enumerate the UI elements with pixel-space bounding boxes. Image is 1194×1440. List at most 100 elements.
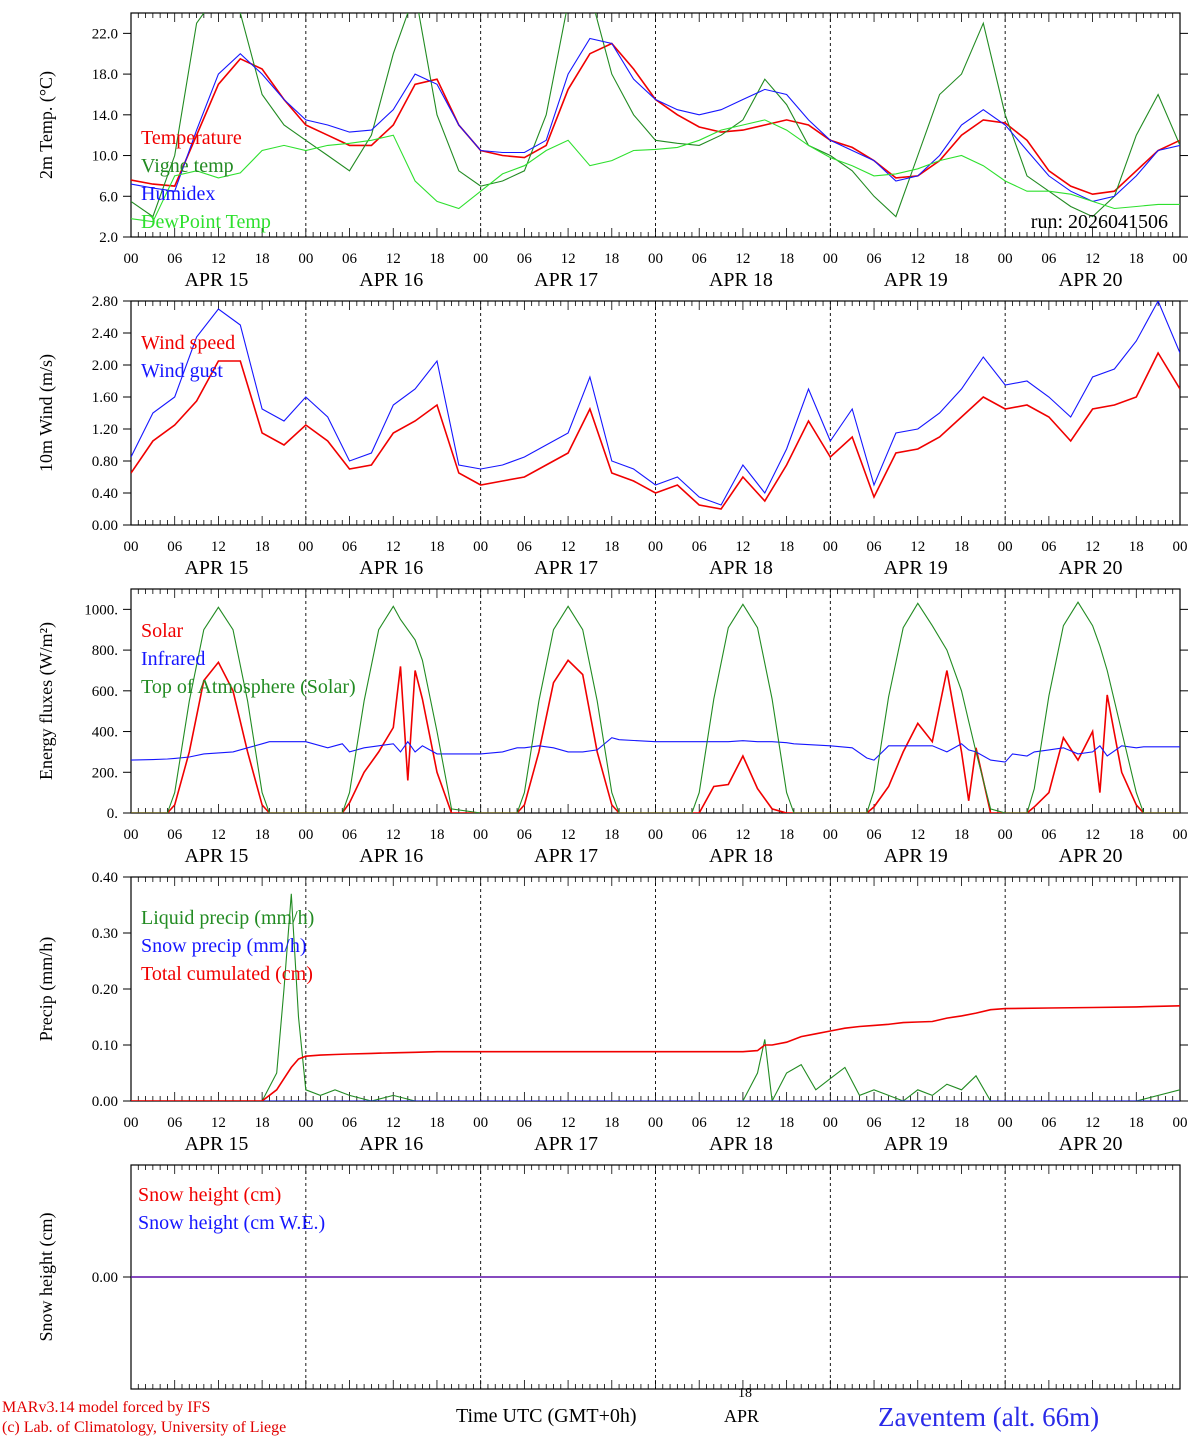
y-axis-label: Energy fluxes (W/m²): [36, 622, 57, 780]
x-tick-label: 12: [1085, 1115, 1100, 1131]
x-tick-label: 18: [604, 539, 619, 555]
plot-frame: [130, 588, 1181, 814]
series-line-humidex: [131, 37, 1180, 202]
x-tick-label: 12: [1085, 251, 1100, 267]
x-tick-label: 06: [342, 1115, 358, 1131]
x-tick-label: 18: [255, 1115, 270, 1131]
x-tick-label: 12: [735, 539, 750, 555]
x-tick-label: 12: [561, 539, 576, 555]
x-tick-label: 18: [429, 539, 444, 555]
y-tick-label: 2.0: [99, 230, 118, 246]
legend-entry: Solar: [141, 620, 184, 642]
x-tick-label: 18: [255, 251, 270, 267]
x-tick-label: 00: [648, 827, 663, 843]
x-tick-label: 18: [779, 539, 794, 555]
y-tick-label: 0.80: [92, 454, 118, 470]
day-label: APR 15: [184, 845, 248, 867]
y-tick-label: 600.: [92, 684, 118, 700]
x-tick-label: 12: [211, 1115, 226, 1131]
x-tick-label: 00: [473, 1115, 488, 1131]
x-tick-label: 18: [604, 1115, 619, 1131]
y-tick-label: 18.0: [92, 67, 118, 83]
y-tick-label: 200.: [92, 765, 118, 781]
x-tick-label: 12: [1085, 827, 1100, 843]
y-tick-label: 2.00: [92, 358, 118, 374]
x-tick-label: 06: [167, 251, 183, 267]
y-axis-label: Snow height (cm): [36, 1213, 57, 1342]
x-tick-label: 12: [561, 251, 576, 267]
day-label: APR 18: [709, 1133, 773, 1155]
day-label: APR 18: [709, 557, 773, 579]
y-tick-label: 10.0: [92, 149, 118, 165]
y-tick-label: 6.0: [99, 189, 118, 205]
x-tick-label: 06: [692, 251, 708, 267]
day-label: APR 20: [1059, 557, 1123, 579]
x-tick-label: 18: [1129, 1115, 1144, 1131]
day-label: APR 20: [1059, 1133, 1123, 1155]
x-tick-label: 12: [735, 827, 750, 843]
x-tick-label: 06: [1041, 827, 1057, 843]
x-tick-label: 06: [517, 251, 533, 267]
x-tick-label: 06: [692, 539, 708, 555]
y-tick-label: 22.0: [92, 26, 118, 42]
day-label: APR 18: [709, 845, 773, 867]
x-tick-label: 06: [867, 1115, 883, 1131]
x-tick-label: 12: [386, 827, 401, 843]
x-tick-label: 06: [692, 1115, 708, 1131]
y-tick-label: 0.00: [92, 1094, 118, 1110]
day-label: APR 17: [534, 1133, 598, 1155]
x-tick-label: 18: [954, 827, 969, 843]
x-tick-label: 06: [867, 827, 883, 843]
x-tick-label: 18: [954, 1115, 969, 1131]
x-tick-label: 00: [998, 539, 1013, 555]
series-line-total-cumulated-cm-: [131, 1005, 1180, 1101]
legend-entry: Wind speed: [141, 332, 235, 354]
y-tick-label: 0.00: [92, 1270, 118, 1286]
legend-entry: Liquid precip (mm/h): [141, 907, 314, 929]
x-tick-label: 00: [124, 539, 139, 555]
legend-entry: Humidex: [141, 183, 215, 205]
lab-credit: (c) Lab. of Climatology, University of L…: [2, 1419, 287, 1436]
x-tick-label: 00: [1173, 251, 1188, 267]
x-tick-label: 00: [473, 251, 488, 267]
day-label: APR 15: [184, 269, 248, 291]
day-label: APR 16: [359, 557, 423, 579]
x-tick-label: 00: [473, 827, 488, 843]
x-tick-label: 00: [298, 251, 313, 267]
run-label: run: 2026041506: [1031, 211, 1168, 233]
x-tick-label: 00: [823, 827, 838, 843]
day-label: APR 19: [884, 269, 948, 291]
x-tick-label: 18: [1129, 539, 1144, 555]
series-line-liquid-precip-mm-h-: [131, 893, 1180, 1101]
day-label: APR 16: [359, 1133, 423, 1155]
legend-entry: Snow height (cm W.E.): [138, 1212, 325, 1234]
y-tick-label: 800.: [92, 643, 118, 659]
x-tick-label: 00: [298, 539, 313, 555]
x-tick-label: 00: [998, 827, 1013, 843]
series-line-infrared: [131, 737, 1180, 763]
x-tick-label: 00: [998, 1115, 1013, 1131]
legend-entry: Wind gust: [141, 360, 223, 382]
series-line-vigne-temp: [131, 13, 1180, 218]
x-tick-label: 12: [1085, 539, 1100, 555]
x-tick-label: 18: [429, 251, 444, 267]
x-tick-label: 18: [429, 1115, 444, 1131]
day-label: APR 20: [1059, 845, 1123, 867]
x-tick-label: 00: [648, 251, 663, 267]
day-label: APR 16: [359, 845, 423, 867]
day-label: APR 17: [534, 557, 598, 579]
x-tick-label: 06: [342, 827, 358, 843]
day-label: APR 19: [884, 1133, 948, 1155]
x-tick-label: 18: [429, 827, 444, 843]
day-label: APR 15: [184, 557, 248, 579]
x-tick-label: 12: [561, 1115, 576, 1131]
series-line-wind-speed: [131, 351, 1180, 510]
y-tick-label: 0.10: [92, 1038, 118, 1054]
x-tick-label: 18: [954, 539, 969, 555]
x-tick-label: 00: [473, 539, 488, 555]
x-tick-label: 00: [823, 251, 838, 267]
x-tick-label: 00: [823, 539, 838, 555]
x-tick-label: 12: [910, 539, 925, 555]
legend-entry: Snow height (cm): [138, 1184, 281, 1206]
